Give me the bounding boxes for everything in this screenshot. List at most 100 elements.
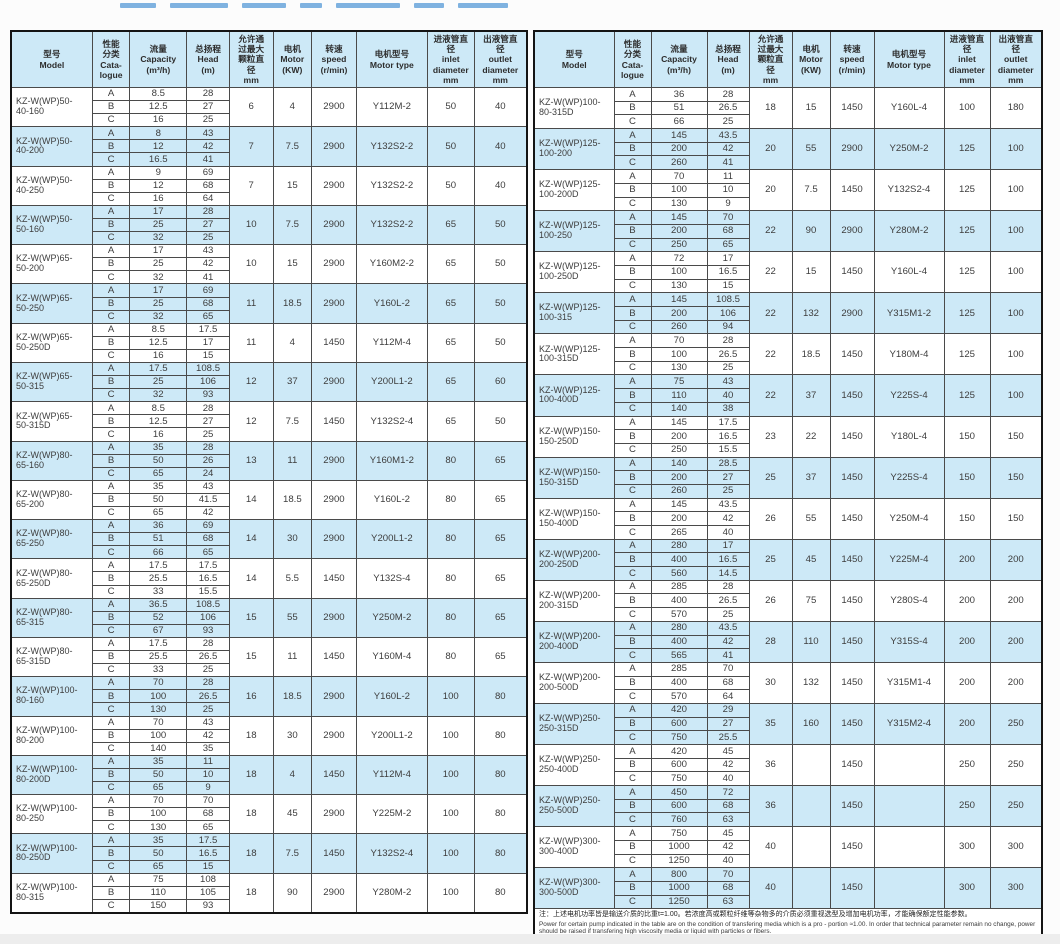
outlet-diameter-cell: 300 bbox=[989, 826, 1043, 869]
table-row: B 1000 68 bbox=[534, 880, 1042, 896]
model-cell: KZ-W(WP)50- 50-160 bbox=[10, 204, 93, 246]
capacity-cell: 32 bbox=[129, 388, 188, 403]
outlet-diameter-cell: 80 bbox=[473, 715, 528, 756]
inlet-diameter-cell: 150 bbox=[943, 456, 991, 499]
head-cell: 64 bbox=[186, 191, 230, 206]
capacity-cell: 35 bbox=[129, 833, 188, 848]
table-row: KZ-W(WP)50- 50-160 A 17 28 10 7.5 2900 Y132S2-2… bbox=[10, 204, 528, 246]
capacity-cell: 100 bbox=[650, 347, 708, 362]
motor-power-cell: 110 bbox=[791, 620, 831, 663]
head-cell: 16.5 bbox=[706, 552, 750, 568]
catalogue-cell: C bbox=[91, 348, 131, 363]
capacity-cell: 16 bbox=[129, 113, 188, 128]
speed-cell: 2900 bbox=[311, 479, 357, 521]
catalogue-cell: A bbox=[613, 538, 652, 554]
outlet-diameter-cell: 65 bbox=[473, 479, 528, 521]
head-cell: 68 bbox=[706, 675, 750, 691]
head-cell: 64 bbox=[706, 689, 750, 704]
outlet-diameter-cell: 300 bbox=[989, 867, 1043, 910]
capacity-cell: 17.5 bbox=[129, 558, 188, 573]
outlet-diameter-cell: 50 bbox=[473, 204, 528, 246]
model-cell: KZ-W(WP)100- 80-250D bbox=[10, 833, 93, 874]
col-header-motor-power: 电机 Motor (KW) bbox=[272, 30, 313, 88]
catalogue-cell: B bbox=[91, 453, 131, 468]
catalogue-cell: A bbox=[613, 415, 652, 431]
speed-cell: 2900 bbox=[311, 440, 357, 481]
catalogue-cell: C bbox=[613, 442, 652, 458]
head-cell: 16.5 bbox=[186, 846, 230, 861]
catalogue-cell: C bbox=[91, 702, 131, 717]
table-row: B 200 42 bbox=[534, 141, 1042, 157]
capacity-cell: 65 bbox=[129, 780, 188, 796]
catalogue-cell: C bbox=[91, 780, 131, 796]
capacity-cell: 285 bbox=[650, 661, 708, 677]
outlet-diameter-cell: 100 bbox=[989, 128, 1043, 171]
capacity-cell: 1000 bbox=[650, 839, 708, 855]
motor-power-cell: 132 bbox=[791, 292, 831, 335]
head-cell: 68 bbox=[186, 807, 230, 822]
inlet-diameter-cell: 80 bbox=[426, 440, 475, 481]
motor-type-cell: Y315S-4 bbox=[873, 620, 945, 663]
capacity-cell: 8 bbox=[129, 126, 188, 141]
catalogue-cell: C bbox=[613, 771, 652, 787]
capacity-cell: 760 bbox=[650, 812, 708, 828]
capacity-cell: 750 bbox=[650, 730, 708, 745]
model-cell: KZ-W(WP)125- 100-250D bbox=[533, 251, 615, 294]
head-cell: 42 bbox=[186, 257, 230, 272]
outlet-diameter-cell: 150 bbox=[989, 456, 1043, 499]
catalogue-cell: C bbox=[91, 466, 131, 481]
catalogue-cell: A bbox=[91, 204, 131, 219]
inlet-diameter-cell: 200 bbox=[943, 538, 991, 581]
head-cell: 25 bbox=[706, 483, 750, 499]
capacity-cell: 100 bbox=[129, 689, 188, 704]
motor-type-cell: Y132S2-4 bbox=[355, 401, 428, 442]
inlet-diameter-cell: 50 bbox=[426, 86, 475, 128]
head-cell: 65 bbox=[186, 309, 230, 324]
head-cell: 40 bbox=[706, 388, 750, 403]
table-row: C 260 41 bbox=[534, 155, 1042, 171]
catalogue-cell: B bbox=[613, 223, 652, 239]
outlet-diameter-cell: 250 bbox=[989, 743, 1043, 787]
motor-type-cell: Y180M-4 bbox=[873, 333, 945, 376]
head-cell: 26.5 bbox=[706, 100, 750, 116]
outlet-diameter-cell: 180 bbox=[989, 86, 1043, 130]
table-row: C 260 25 bbox=[534, 483, 1042, 499]
table-row: KZ-W(WP)200- 200-315D A 285 28 26 75 1450 Y280S… bbox=[533, 579, 1043, 622]
catalogue-cell: B bbox=[91, 767, 131, 782]
max-particle-cell: 11 bbox=[228, 322, 274, 363]
catalogue-cell: B bbox=[613, 839, 652, 855]
head-cell: 70 bbox=[706, 210, 750, 225]
table-row: B 400 68 bbox=[534, 675, 1042, 691]
catalogue-cell: A bbox=[91, 440, 131, 455]
head-cell: 45 bbox=[706, 744, 750, 759]
model-cell: KZ-W(WP)125- 100-400D bbox=[533, 374, 615, 417]
motor-type-cell: Y132S2-4 bbox=[355, 833, 428, 874]
capacity-cell: 33 bbox=[129, 584, 188, 599]
outlet-diameter-cell: 50 bbox=[473, 244, 528, 285]
catalogue-cell: A bbox=[613, 661, 652, 677]
head-cell: 41 bbox=[706, 648, 750, 663]
head-cell: 43.5 bbox=[706, 620, 750, 636]
head-cell: 43 bbox=[706, 374, 750, 390]
model-cell: KZ-W(WP)125- 100-250 bbox=[533, 210, 615, 253]
head-cell: 106 bbox=[706, 306, 750, 321]
max-particle-cell: 28 bbox=[748, 620, 793, 663]
table-row: KZ-W(WP)100- 80-250 A 70 70 18 45 2900 Y225M-2 1… bbox=[10, 794, 528, 835]
cropped-title-fragments bbox=[120, 0, 508, 8]
speed-cell: 2900 bbox=[311, 126, 357, 167]
table-row: B 200 42 bbox=[534, 511, 1042, 526]
model-cell: KZ-W(WP)150- 150-400D bbox=[533, 497, 615, 540]
table-row: B 400 42 bbox=[534, 634, 1042, 650]
catalogue-cell: A bbox=[91, 833, 131, 848]
max-particle-cell: 6 bbox=[228, 86, 274, 128]
capacity-cell: 35 bbox=[129, 479, 188, 494]
capacity-cell: 32 bbox=[129, 231, 188, 246]
inlet-diameter-cell: 250 bbox=[943, 743, 991, 787]
catalogue-cell: C bbox=[91, 584, 131, 599]
model-cell: KZ-W(WP)200- 200-250D bbox=[533, 538, 615, 581]
table-row: KZ-W(WP)250- 250-500D A 450 72 36 1450 250 250 bbox=[533, 785, 1043, 828]
model-cell: KZ-W(WP)80- 65-250 bbox=[10, 519, 93, 560]
catalogue-cell: C bbox=[613, 607, 652, 622]
outlet-diameter-cell: 80 bbox=[473, 754, 528, 796]
motor-power-cell: 37 bbox=[791, 456, 831, 499]
